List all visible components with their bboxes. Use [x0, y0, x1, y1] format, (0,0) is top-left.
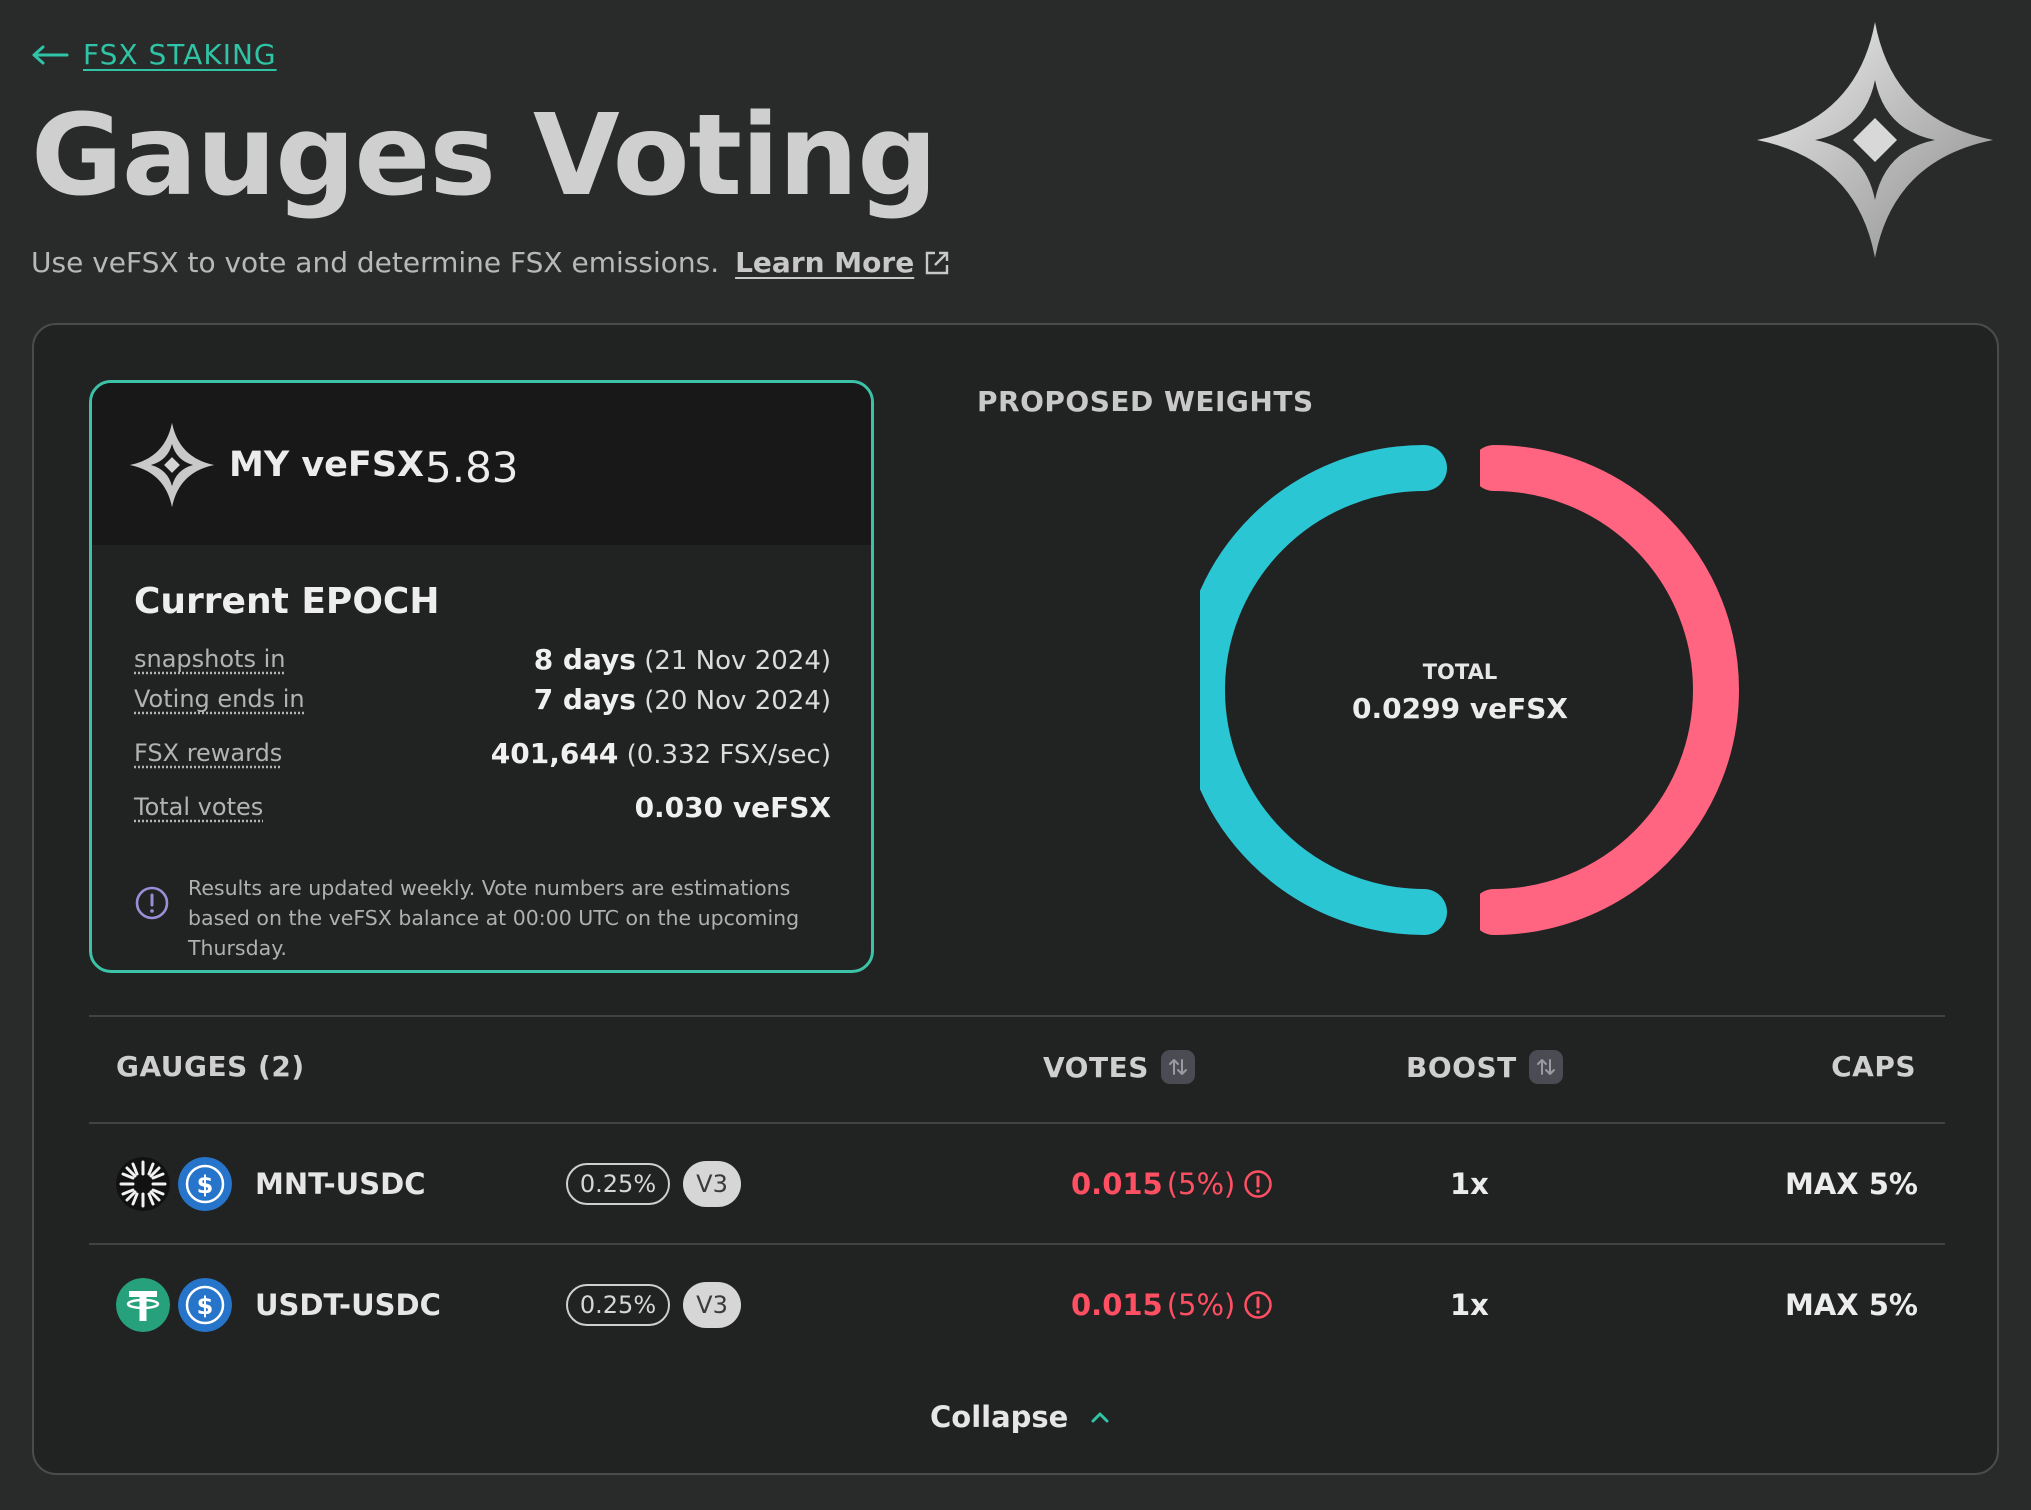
- chevron-up-icon: [1091, 1412, 1109, 1423]
- my-vefsx-label: MY veFSX: [229, 445, 425, 485]
- table-row[interactable]: $ USDT-USDC 0.25% V3 0.015 (5%) 1x MAX 5…: [89, 1245, 1945, 1365]
- sort-icon: [1536, 1059, 1555, 1075]
- donut-right-arc: [1480, 445, 1739, 935]
- votes-value: 0.015: [1071, 1167, 1163, 1201]
- voting-ends-date: (20 Nov 2024): [644, 686, 831, 716]
- boost-value: 1x: [1450, 1288, 1489, 1322]
- table-divider: [89, 1243, 1945, 1245]
- usdc-icon: $: [178, 1278, 232, 1332]
- back-link-fsx-staking[interactable]: FSX STAKING: [31, 38, 277, 71]
- page-subtitle: Use veFSX to vote and determine FSX emis…: [31, 246, 950, 279]
- header-gauges-label: GAUGES (2): [116, 1050, 305, 1083]
- vefsx-card: MY veFSX 5.83 Current EPOCH snapshots in…: [89, 380, 874, 973]
- fsx-rewards-label: FSX rewards: [134, 739, 283, 767]
- snapshots-days: 8 days: [533, 643, 636, 676]
- total-votes-amount: 0.030 veFSX: [634, 791, 831, 824]
- donut-left-arc: [1200, 445, 1447, 935]
- total-votes-value: 0.030 veFSX: [635, 791, 831, 824]
- header-boost-label: BOOST: [1406, 1050, 1517, 1084]
- pair-name: MNT-USDC: [255, 1167, 426, 1201]
- votes-percent: (5%): [1166, 1288, 1236, 1322]
- fee-badge: 0.25%: [566, 1284, 670, 1326]
- votes-cell: 0.015 (5%): [1071, 1288, 1273, 1322]
- fee-badge: 0.25%: [566, 1163, 670, 1205]
- learn-more-label: Learn More: [735, 246, 915, 279]
- sort-votes-button[interactable]: [1160, 1050, 1195, 1084]
- header-caps-label: CAPS: [1831, 1050, 1916, 1083]
- header-votes: VOTES: [1043, 1050, 1195, 1084]
- sort-icon: [1168, 1059, 1187, 1075]
- arrow-left-icon: [32, 45, 69, 64]
- epoch-title: Current EPOCH: [134, 581, 440, 622]
- snapshots-value: 8 days (21 Nov 2024): [534, 643, 831, 676]
- boost-value: 1x: [1450, 1167, 1489, 1201]
- sort-boost-button[interactable]: [1528, 1050, 1563, 1084]
- version-badge: V3: [683, 1161, 741, 1207]
- svg-text:$: $: [197, 1171, 214, 1199]
- svg-text:$: $: [197, 1292, 214, 1320]
- header-caps: CAPS: [1831, 1050, 1916, 1083]
- votes-cell: 0.015 (5%): [1071, 1167, 1273, 1201]
- my-vefsx-value: 5.83: [425, 443, 519, 492]
- page-title: Gauges Voting: [31, 91, 937, 221]
- table-row[interactable]: $ MNT-USDC 0.25% V3 0.015 (5%) 1x MAX 5%: [89, 1124, 1945, 1244]
- snapshots-label: snapshots in: [134, 645, 286, 673]
- table-divider: [89, 1015, 1945, 1017]
- total-votes-label: Total votes: [134, 793, 264, 821]
- collapse-label: Collapse: [930, 1400, 1069, 1434]
- header-boost: BOOST: [1406, 1050, 1563, 1084]
- header-votes-label: VOTES: [1043, 1050, 1149, 1084]
- fsx-rewards-amount: 401,644: [490, 737, 619, 770]
- donut-total-value: 0.0299 veFSX: [1352, 692, 1568, 725]
- version-badge: V3: [683, 1282, 741, 1328]
- table-divider: [89, 1122, 1945, 1124]
- voting-ends-label: Voting ends in: [134, 685, 305, 713]
- back-link-label: FSX STAKING: [83, 38, 277, 71]
- vefsx-card-header: [92, 383, 871, 545]
- proposed-weights-title: PROPOSED WEIGHTS: [977, 385, 1314, 418]
- pair-name: USDT-USDC: [255, 1288, 441, 1322]
- header-gauges: GAUGES (2): [116, 1050, 305, 1083]
- tether-icon: [116, 1278, 170, 1332]
- mantle-icon: [116, 1157, 170, 1211]
- votes-percent: (5%): [1166, 1167, 1236, 1201]
- fsx-rewards-value: 401,644 (0.332 FSX/sec): [491, 737, 831, 770]
- donut-total-label: TOTAL: [1422, 660, 1498, 684]
- fsx-logo-icon: [1757, 22, 1993, 258]
- external-link-icon: [926, 251, 949, 274]
- snapshots-date: (21 Nov 2024): [644, 646, 831, 676]
- learn-more-link[interactable]: Learn More: [735, 246, 950, 279]
- voting-ends-value: 7 days (20 Nov 2024): [534, 683, 831, 716]
- info-text: Results are updated weekly. Vote numbers…: [188, 876, 800, 960]
- subtitle-text: Use veFSX to vote and determine FSX emis…: [31, 246, 720, 279]
- warning-icon[interactable]: [1243, 1169, 1273, 1199]
- vefsx-logo-icon: [129, 422, 215, 508]
- usdc-icon: $: [178, 1157, 232, 1211]
- caps-value: MAX 5%: [1785, 1167, 1918, 1201]
- votes-value: 0.015: [1071, 1288, 1163, 1322]
- caps-value: MAX 5%: [1785, 1288, 1918, 1322]
- warning-icon[interactable]: [1243, 1290, 1273, 1320]
- info-icon: [135, 886, 169, 920]
- collapse-button[interactable]: Collapse: [930, 1400, 1110, 1434]
- voting-ends-days: 7 days: [533, 683, 636, 716]
- fsx-rewards-rate: (0.332 FSX/sec): [626, 740, 831, 770]
